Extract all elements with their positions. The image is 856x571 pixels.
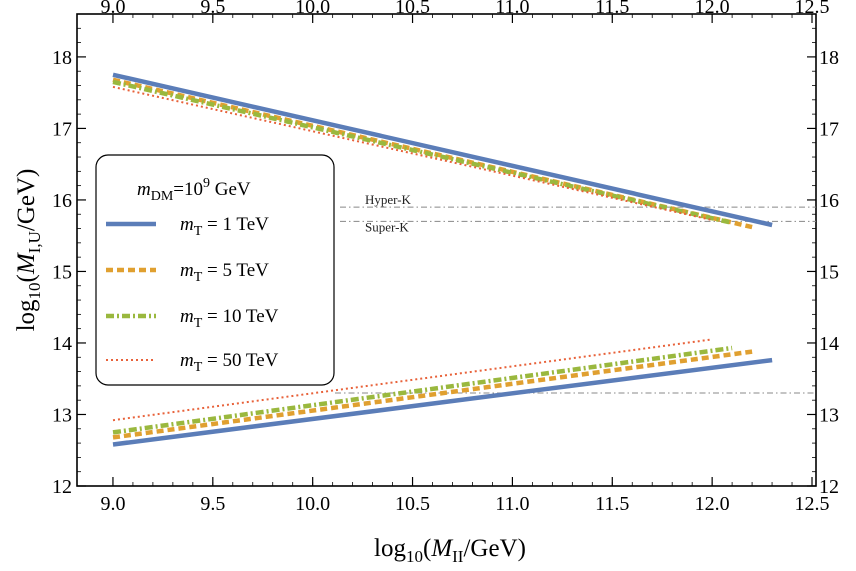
legend: mDM=109 GeV mT = 1 TeV mT = 5 TeV mT = 1… [95,154,335,386]
y-tick-label-right: 15 [819,261,839,283]
x-tick-label-bottom: 9.5 [200,493,225,515]
series-lines [112,72,773,447]
y-tick-label-left: 16 [52,190,72,212]
series-1-lower-line [112,349,753,440]
x-tick-label-top: 9.0 [100,0,125,18]
x-tick-label-top: 10.0 [295,0,330,18]
series-2-upper-line [112,79,733,225]
x-tick-label-bottom: 11.0 [495,493,529,515]
y-tick-label-right: 17 [819,118,839,140]
legend-title: mDM=109 GeV [137,176,251,204]
x-tick-label-top: 11.5 [595,0,629,18]
x-tick-label-bottom: 10.0 [295,493,330,515]
x-tick-label-top: 12.0 [695,0,730,18]
y-tick-label-left: 15 [52,261,72,283]
series-0-upper-line [112,72,773,228]
y-tick-label-right: 16 [819,190,839,212]
x-tick-label-top: 10.5 [395,0,430,18]
legend-entry-mt-50: mT = 50 TeV [180,350,279,375]
x-tick-label-bottom: 9.0 [100,493,125,515]
y-tick-label-right: 13 [819,404,839,426]
y-tick-label-right: 12 [819,476,839,498]
y-tick-label-left: 13 [52,404,72,426]
y-tick-label-left: 14 [52,333,72,355]
x-axis-title: log10(MII/GeV) [374,535,526,566]
y-tick-label-right: 18 [819,47,839,69]
x-tick-label-bottom: 10.5 [395,493,430,515]
x-tick-label-top: 12.5 [795,0,830,18]
y-tick-label-left: 12 [52,476,72,498]
plot-frame [76,13,817,487]
y-tick-label-left: 18 [52,47,72,69]
reference-label: Hyper-K [365,192,412,207]
y-tick-label-right: 14 [819,333,839,355]
x-tick-label-top: 9.5 [200,0,225,18]
x-tick-label-bottom: 12.0 [695,493,730,515]
legend-box [95,154,335,386]
x-tick-label-bottom: 12.5 [795,493,830,515]
x-tick-label-top: 11.0 [495,0,529,18]
ticks: 9.0 9.0 9.5 9.5 10.0 10.0 10.5 10.5 11.0 11.0 11.5… [52,0,839,515]
series-0-lower-line [112,357,773,447]
legend-entry-mt-10: mT = 10 TeV [180,306,279,331]
y-tick-label-left: 17 [52,118,72,140]
series-3-lower-line [112,338,713,422]
y-axis-title: log10(MI,U/GeV) [13,169,44,332]
series-3-upper-line [112,85,713,221]
reference-label: Super-K [365,219,409,234]
legend-entry-mt-1: mT = 1 TeV [180,214,269,239]
legend-entry-mt-5: mT = 5 TeV [180,260,269,285]
x-tick-label-bottom: 11.5 [595,493,629,515]
